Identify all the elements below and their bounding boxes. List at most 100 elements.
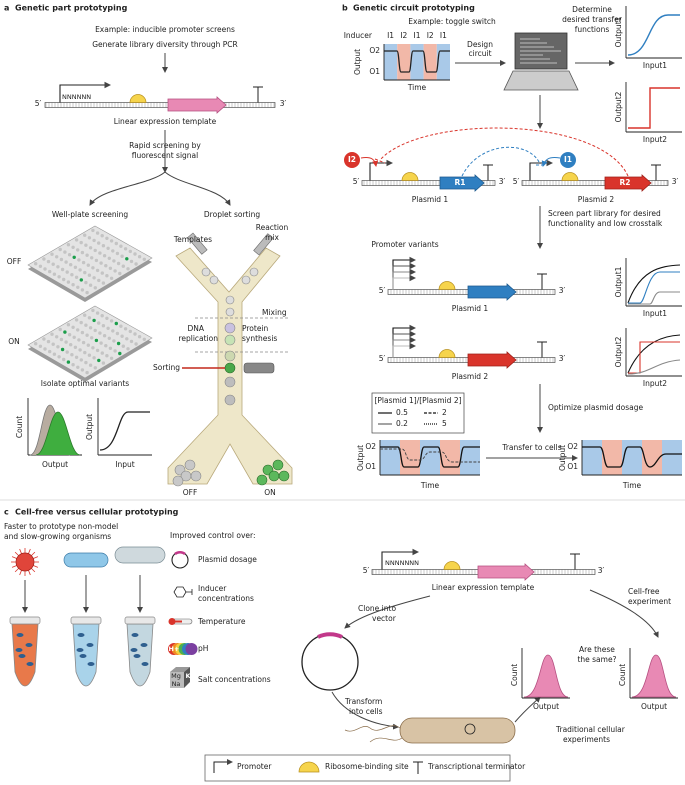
well bbox=[63, 330, 67, 334]
phase bbox=[602, 440, 622, 475]
label: Ribosome-binding site bbox=[325, 762, 409, 771]
droplet bbox=[224, 376, 236, 388]
well bbox=[60, 347, 65, 352]
well bbox=[62, 277, 66, 282]
laptop-base bbox=[503, 70, 579, 91]
well bbox=[66, 280, 71, 284]
well bbox=[86, 263, 91, 267]
cell bbox=[16, 633, 24, 637]
label: Isolate optimal variants bbox=[41, 379, 130, 388]
label: K bbox=[185, 672, 191, 680]
axis bbox=[625, 6, 682, 59]
label: desired transfer bbox=[562, 15, 623, 24]
ph-dot bbox=[185, 643, 198, 655]
organism bbox=[63, 552, 109, 568]
well bbox=[77, 258, 81, 262]
label: 3′ bbox=[559, 286, 566, 295]
well bbox=[52, 352, 57, 356]
label: Plasmid dosage bbox=[198, 555, 257, 564]
label: I2 bbox=[400, 31, 407, 40]
well bbox=[93, 366, 98, 370]
axis bbox=[97, 398, 152, 456]
gene bbox=[477, 563, 535, 581]
well bbox=[90, 336, 94, 340]
well bbox=[38, 264, 43, 268]
droplet-on bbox=[278, 470, 290, 482]
hist-on bbox=[35, 411, 81, 456]
well bbox=[65, 350, 69, 354]
label: Output2 bbox=[614, 91, 623, 122]
well bbox=[100, 271, 105, 275]
label: R2 bbox=[620, 178, 631, 187]
rbs bbox=[443, 561, 461, 570]
label: H+ bbox=[169, 645, 180, 653]
legend-terminator bbox=[413, 761, 423, 774]
cell bbox=[130, 648, 138, 652]
well bbox=[120, 334, 124, 338]
well bbox=[63, 250, 67, 254]
label: experiment bbox=[628, 597, 671, 606]
well bbox=[34, 342, 38, 346]
well bbox=[78, 268, 82, 272]
label: Linear expression template bbox=[432, 583, 535, 592]
well bbox=[112, 339, 116, 343]
well bbox=[97, 321, 101, 325]
label: R1 bbox=[455, 178, 466, 187]
label: Screen part library for desired bbox=[548, 209, 661, 218]
well bbox=[84, 280, 88, 285]
label: O1 bbox=[365, 462, 376, 471]
well bbox=[104, 344, 108, 348]
well bbox=[86, 343, 91, 347]
spike bbox=[19, 570, 22, 576]
well bbox=[69, 343, 73, 347]
well bbox=[99, 341, 103, 345]
phase bbox=[400, 440, 420, 475]
promoter bbox=[392, 342, 417, 358]
cell bbox=[26, 662, 34, 666]
transfer-curve bbox=[628, 87, 680, 129]
tube-cap bbox=[9, 616, 41, 625]
label: I2 bbox=[427, 31, 434, 40]
well bbox=[67, 253, 72, 257]
well bbox=[57, 355, 61, 359]
well bbox=[101, 281, 106, 285]
well bbox=[55, 335, 59, 339]
label: Plasmid 1 bbox=[452, 304, 489, 313]
label: a bbox=[4, 4, 9, 13]
label: Clone into bbox=[358, 604, 396, 613]
well bbox=[55, 255, 59, 259]
well bbox=[34, 262, 38, 266]
well bbox=[56, 265, 60, 269]
well bbox=[121, 264, 126, 268]
cell bbox=[15, 648, 23, 652]
well bbox=[59, 257, 64, 262]
label: Plasmid 2 bbox=[452, 372, 489, 381]
label: circuit bbox=[468, 49, 491, 58]
label: b bbox=[342, 4, 348, 13]
well bbox=[128, 329, 132, 334]
well bbox=[65, 270, 69, 274]
well bbox=[93, 286, 98, 290]
label: NNNNNN bbox=[62, 93, 91, 101]
well bbox=[106, 326, 110, 330]
terminator bbox=[537, 273, 547, 290]
well bbox=[91, 346, 95, 350]
label: 5′ bbox=[513, 177, 520, 186]
label: Output1 bbox=[614, 266, 623, 297]
well bbox=[50, 332, 54, 336]
well bbox=[71, 245, 75, 249]
well bbox=[114, 321, 119, 326]
label: Example: inducible promoter screens bbox=[95, 25, 235, 34]
well bbox=[79, 278, 84, 282]
well bbox=[51, 262, 55, 266]
well bbox=[52, 272, 57, 276]
well bbox=[84, 243, 88, 247]
well bbox=[123, 247, 128, 251]
cell bbox=[133, 654, 141, 658]
well bbox=[102, 334, 107, 338]
stage-divider bbox=[195, 317, 290, 353]
label: 3′ bbox=[672, 177, 679, 186]
well bbox=[74, 318, 79, 322]
well bbox=[114, 241, 119, 246]
well bbox=[72, 255, 76, 259]
